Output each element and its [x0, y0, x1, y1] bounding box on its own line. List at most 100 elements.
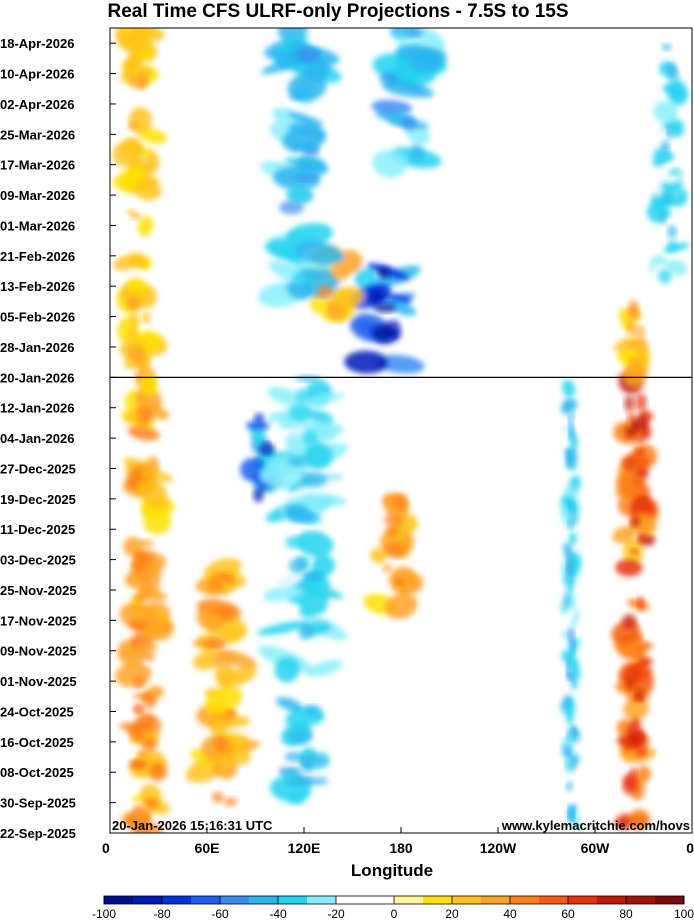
colorbar-segment [597, 896, 627, 904]
y-tick-label: 05-Feb-2026 [0, 310, 75, 325]
anomaly-core [634, 728, 644, 744]
colorbar-segment [510, 896, 540, 904]
anomaly-blob [275, 697, 303, 712]
anomaly-core [568, 804, 575, 823]
anomaly-core [286, 187, 311, 202]
colorbar-tick-label: -20 [327, 907, 345, 920]
anomaly-core [296, 48, 322, 63]
anomaly-blob [126, 278, 149, 293]
anomaly-core [305, 570, 326, 581]
anomaly-core [142, 694, 157, 709]
anomaly-core [300, 472, 327, 487]
anomaly-core [137, 750, 147, 758]
anomaly-core [661, 43, 672, 51]
anomaly-core [566, 659, 570, 677]
anomaly-core [142, 652, 156, 662]
y-tick-label: 28-Jan-2026 [0, 340, 74, 355]
anomaly-core [666, 125, 673, 139]
anomaly-blob [266, 238, 301, 260]
anomaly-core [637, 596, 644, 611]
x-tick-label: 0 [102, 840, 110, 856]
anomaly-core [567, 410, 575, 419]
anomaly-core [668, 168, 678, 176]
anomaly-core [204, 637, 229, 648]
anomaly-core [626, 321, 636, 335]
anomaly-core [125, 139, 142, 156]
anomaly-field [112, 28, 690, 833]
anomaly-core [133, 675, 146, 689]
x-tick-label: 120E [288, 840, 321, 856]
anomaly-core [568, 416, 574, 428]
colorbar-tick-label: -80 [153, 907, 171, 920]
y-tick-label: 17-Nov-2025 [0, 613, 77, 628]
anomaly-core [383, 513, 404, 528]
colorbar-segment [481, 896, 511, 904]
y-tick-label: 25-Nov-2025 [0, 583, 77, 598]
anomaly-blob [303, 442, 333, 470]
anomaly-core [136, 550, 154, 567]
anomaly-blob [384, 593, 418, 619]
anomaly-core [395, 577, 404, 585]
anomaly-core [630, 548, 638, 555]
colorbar-tick-label: 40 [503, 907, 517, 920]
anomaly-core [210, 607, 233, 615]
anomaly-blob [123, 457, 141, 468]
anomaly-core [302, 430, 318, 446]
anomaly-core [127, 299, 140, 312]
anomaly-core [254, 412, 265, 425]
anomaly-blob [372, 149, 407, 178]
colorbar-tick-label: 80 [619, 907, 633, 920]
anomaly-core [667, 68, 679, 81]
anomaly-blob [662, 84, 689, 99]
anomaly-core [126, 327, 138, 339]
anomaly-core [625, 341, 635, 349]
y-tick-label: 03-Dec-2025 [0, 553, 76, 568]
anomaly-core [637, 533, 645, 544]
y-tick-label: 27-Dec-2025 [0, 461, 76, 476]
anomaly-core [659, 153, 674, 163]
anomaly-blob [141, 737, 158, 751]
anomaly-blob [387, 299, 417, 317]
colorbar-tick-label: 0 [391, 907, 398, 920]
anomaly-core [299, 268, 317, 277]
anomaly-blob [124, 411, 142, 423]
colorbar-tick-label: -60 [211, 907, 229, 920]
anomaly-blob [132, 407, 154, 425]
y-tick-label: 24-Oct-2025 [0, 704, 74, 719]
anomaly-blob [135, 387, 162, 413]
anomaly-core [566, 448, 571, 466]
anomaly-blob [376, 354, 425, 374]
anomaly-core [567, 497, 574, 507]
anomaly-core [132, 824, 149, 833]
colorbar-segment [452, 896, 482, 904]
anomaly-core [295, 174, 319, 182]
anomaly-blob [278, 28, 308, 43]
x-tick-label: 120W [480, 840, 517, 856]
anomaly-core [566, 560, 573, 578]
chart-title: Real Time CFS ULRF-only Projections - 7.… [107, 1, 568, 22]
y-tick-label: 11-Dec-2025 [0, 522, 75, 537]
anomaly-core [331, 267, 349, 282]
anomaly-core [295, 388, 309, 402]
anomaly-blob [192, 652, 220, 670]
y-tick-label: 30-Sep-2025 [0, 796, 76, 811]
x-tick-label: 60E [195, 840, 220, 856]
anomaly-core [628, 300, 639, 317]
anomaly-blob [277, 766, 329, 785]
anomaly-core [570, 725, 577, 734]
anomaly-core [407, 29, 424, 37]
anomaly-core [262, 439, 271, 456]
anomaly-blob [615, 558, 643, 577]
anomaly-blob [612, 525, 636, 543]
anomaly-blob [567, 698, 575, 726]
anomaly-core [564, 758, 572, 772]
anomaly-blob [245, 420, 270, 431]
anomaly-core [571, 733, 575, 742]
x-tick-label: 180 [389, 840, 413, 856]
y-tick-label: 21-Feb-2026 [0, 249, 75, 264]
anomaly-core [289, 91, 306, 101]
colorbar-segment [307, 896, 337, 904]
anomaly-blob [304, 724, 339, 752]
colorbar-tick-label: -40 [269, 907, 287, 920]
anomaly-core [378, 266, 390, 279]
